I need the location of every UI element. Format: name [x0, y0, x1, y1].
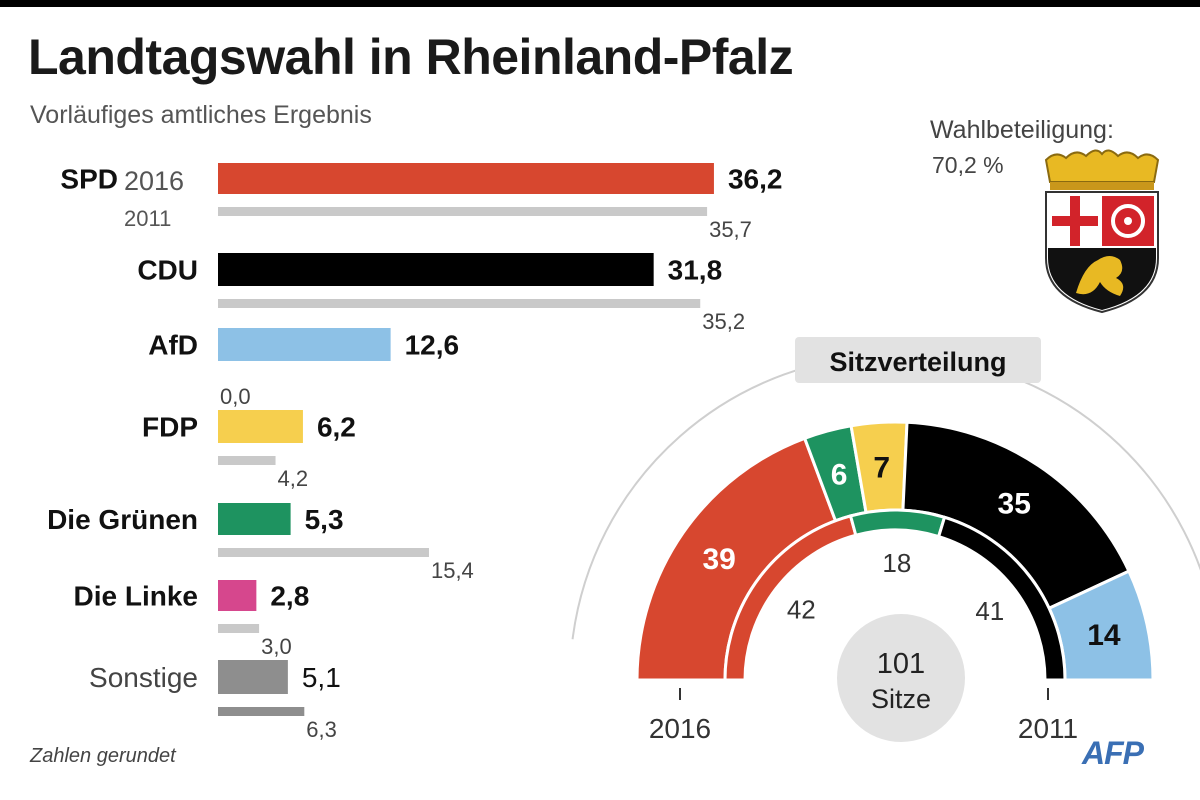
- bar-category-label: FDP: [142, 412, 198, 443]
- bar-2016: [218, 328, 391, 361]
- bar-2016: [218, 503, 291, 535]
- bar-2011-value-label: 35,2: [702, 309, 745, 334]
- year-label-2011: 2011: [124, 206, 171, 231]
- bar-2016-value-label: 36,2: [728, 164, 783, 195]
- afp-logo: AFP: [1082, 735, 1144, 771]
- bar-2011-value-label: 3,0: [261, 634, 292, 659]
- page-title: Landtagswahl in Rheinland-Pfalz: [28, 29, 794, 85]
- bar-2011: [218, 548, 429, 557]
- bar-2016-value-label: 6,2: [317, 412, 356, 443]
- bar-2011-value-label: 0,0: [220, 384, 251, 409]
- bar-2011: [218, 624, 260, 633]
- bar-2016-value-label: 12,6: [405, 330, 460, 361]
- top-rule: [0, 0, 1200, 7]
- seat-slice-2016-label: 7: [873, 451, 890, 484]
- bar-category-label: Die Linke: [74, 581, 198, 612]
- seat-slice-2011-label: 41: [975, 596, 1004, 626]
- seat-slice-2016-label: 35: [998, 487, 1031, 520]
- bar-2011: [218, 707, 305, 716]
- turnout-label: Wahlbeteiligung:: [930, 116, 1114, 144]
- bar-2011-value-label: 4,2: [278, 466, 309, 491]
- bar-2016: [218, 580, 257, 611]
- bar-2016: [218, 660, 288, 694]
- seat-slice-2011-label: 42: [787, 594, 816, 624]
- bar-2011-value-label: 35,7: [709, 217, 752, 242]
- vote-share-bar-chart: SPD 36,2 35,7 CDU 31,8 35,2 AfD 12,6 0,0 FDP 6,2 4,…: [47, 163, 782, 742]
- turnout-value: 70,2 %: [932, 152, 1004, 178]
- seat-slice-2011: [848, 508, 947, 539]
- bar-2016: [218, 163, 714, 194]
- total-seats-value: 101: [877, 648, 925, 680]
- bar-2011-value-label: 6,3: [306, 717, 337, 742]
- bar-category-label: SPD: [60, 164, 118, 195]
- seat-slice-2011-label: 18: [882, 548, 911, 578]
- rhineland-palatinate-coat-of-arms-icon: [1044, 149, 1160, 314]
- bar-2016-value-label: 5,3: [305, 504, 344, 535]
- footnote: Zahlen gerundet: [30, 745, 176, 767]
- ring-label-2011: 2011: [1018, 713, 1078, 744]
- seat-slice-2016-label: 6: [831, 458, 848, 491]
- bar-2011: [218, 299, 701, 308]
- seat-slice-2011: [936, 515, 1067, 682]
- total-seats-unit: Sitze: [871, 684, 931, 714]
- bar-2011: [218, 456, 276, 465]
- bar-category-label: CDU: [137, 255, 198, 286]
- bar-2016-value-label: 31,8: [668, 255, 723, 286]
- seat-chart-title-bg: [795, 337, 1041, 383]
- bar-2011-value-label: 15,4: [431, 558, 474, 583]
- total-seats-disc: [837, 614, 965, 742]
- year-label-2016: 2016: [124, 166, 184, 196]
- ring-label-2016: 2016: [649, 713, 711, 744]
- bar-category-label: AfD: [148, 330, 198, 361]
- seat-slice-2016-label: 14: [1087, 619, 1121, 652]
- bar-category-label: Sonstige: [89, 662, 198, 693]
- bar-2011: [218, 207, 708, 216]
- bar-2016: [218, 410, 303, 443]
- page-subtitle: Vorläufiges amtliches Ergebnis: [30, 101, 372, 129]
- seat-slice-2016-label: 39: [702, 543, 735, 576]
- bar-category-label: Die Grünen: [47, 504, 198, 535]
- bar-2016-value-label: 2,8: [270, 581, 309, 612]
- bar-2016-value-label: 5,1: [302, 662, 341, 693]
- bar-2016: [218, 253, 654, 286]
- seat-chart-title: Sitzverteilung: [829, 347, 1006, 377]
- seat-distribution-chart: Sitzverteilung 39 6 7 35 14 42 18 41 101 Sitze 2016…: [571, 337, 1200, 744]
